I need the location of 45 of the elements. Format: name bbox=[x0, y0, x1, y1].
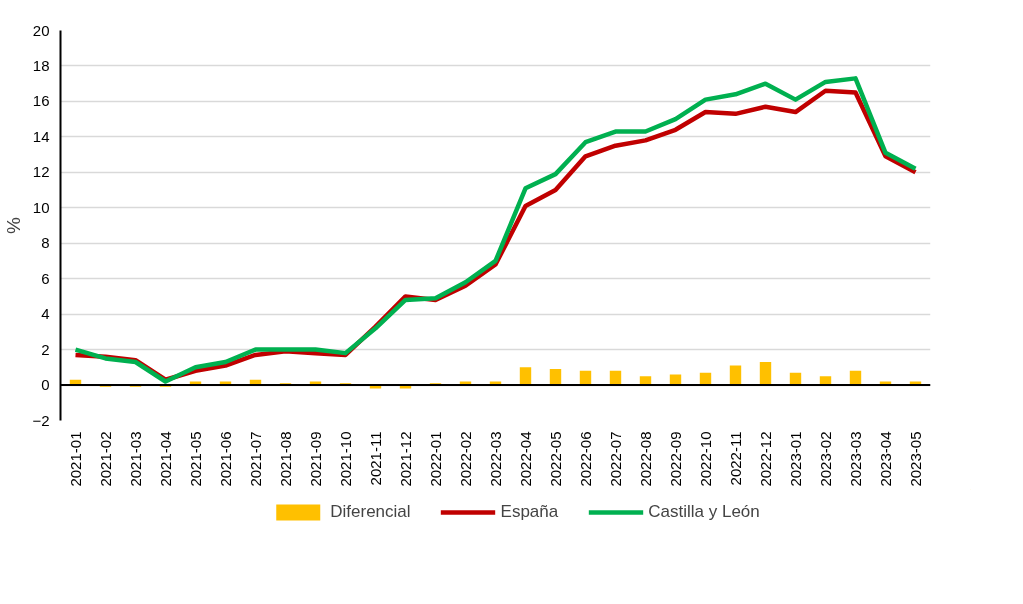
x-tick-label: 2022-01 bbox=[426, 431, 444, 487]
x-tick-label: 2022-02 bbox=[456, 431, 474, 487]
y-tick-label: 14 bbox=[32, 127, 50, 145]
y-tick-label: 8 bbox=[41, 234, 50, 252]
y-tick-label: −2 bbox=[32, 411, 50, 429]
x-tick-label: 2023-03 bbox=[846, 431, 864, 487]
x-tick-label: 2023-02 bbox=[816, 431, 834, 487]
legend-label: Diferencial bbox=[330, 501, 411, 522]
x-tick-label: 2022-06 bbox=[576, 431, 594, 487]
legend-label: Castilla y León bbox=[648, 501, 760, 522]
y-tick-label: 12 bbox=[32, 163, 50, 181]
y-tick-label: 18 bbox=[32, 56, 50, 74]
y-tick-label: 10 bbox=[32, 198, 50, 216]
x-tick-label: 2021-06 bbox=[216, 431, 234, 487]
x-tick-label: 2021-04 bbox=[156, 431, 174, 487]
y-tick-label: 20 bbox=[32, 21, 50, 39]
x-tick-label: 2022-04 bbox=[516, 431, 534, 487]
x-tick-label: 2022-12 bbox=[756, 431, 774, 487]
x-tick-label: 2022-11 bbox=[726, 431, 744, 486]
x-tick-label: 2021-05 bbox=[186, 431, 204, 487]
x-tick-label: 2022-05 bbox=[546, 431, 564, 487]
x-tick-label: 2022-03 bbox=[486, 431, 504, 487]
legend-label: España bbox=[500, 501, 559, 522]
x-tick-label: 2021-09 bbox=[306, 431, 324, 487]
y-tick-label: 16 bbox=[32, 92, 50, 110]
x-tick-label: 2021-10 bbox=[336, 431, 354, 487]
y-tick-label: 6 bbox=[41, 269, 50, 287]
x-tick-label: 2021-02 bbox=[96, 431, 114, 487]
x-tick-label: 2023-05 bbox=[906, 431, 924, 487]
x-tick-label: 2021-03 bbox=[126, 431, 144, 487]
y-tick-label: 2 bbox=[41, 340, 50, 358]
y-axis-title: % bbox=[3, 216, 25, 234]
x-tick-label: 2022-10 bbox=[696, 431, 714, 487]
x-tick-label: 2022-07 bbox=[606, 431, 624, 487]
x-tick-label: 2023-04 bbox=[876, 431, 894, 487]
x-tick-label: 2023-01 bbox=[786, 431, 804, 487]
y-tick-label: 0 bbox=[41, 376, 50, 394]
x-tick-label: 2022-09 bbox=[666, 431, 684, 487]
x-tick-label: 2021-01 bbox=[66, 431, 84, 487]
x-tick-label: 2021-08 bbox=[276, 431, 294, 487]
x-tick-label: 2022-08 bbox=[636, 431, 654, 487]
y-tick-label: 4 bbox=[41, 305, 50, 323]
x-tick-label: 2021-11 bbox=[366, 431, 384, 486]
x-tick-label: 2021-12 bbox=[396, 431, 414, 487]
x-tick-label: 2021-07 bbox=[246, 431, 264, 487]
